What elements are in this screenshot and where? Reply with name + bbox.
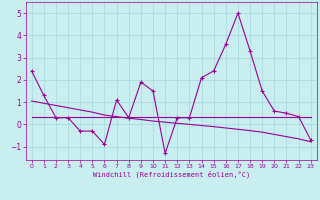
X-axis label: Windchill (Refroidissement éolien,°C): Windchill (Refroidissement éolien,°C) <box>92 171 250 178</box>
